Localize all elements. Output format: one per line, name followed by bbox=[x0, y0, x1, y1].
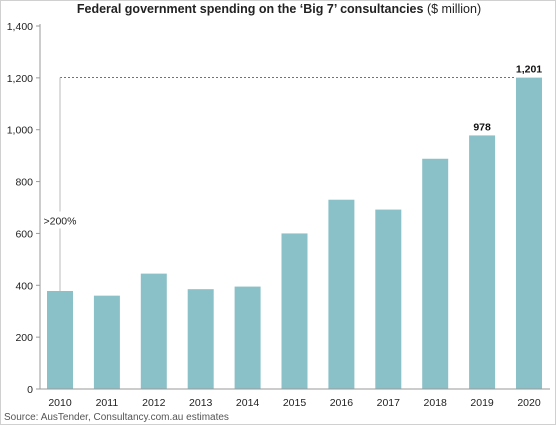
x-tick-label: 2018 bbox=[424, 397, 448, 409]
data-label-2020: 1,201 bbox=[516, 64, 542, 76]
chart-title-unit: ($ million) bbox=[426, 2, 482, 16]
bar-2016 bbox=[328, 199, 355, 389]
growth-annotation: >200% bbox=[42, 77, 516, 291]
y-tick-label: 600 bbox=[15, 228, 33, 240]
y-tick-label: 0 bbox=[27, 384, 33, 396]
y-tick-label: 1,400 bbox=[7, 21, 33, 33]
bar-2012 bbox=[140, 273, 167, 389]
chart-title: Federal government spending on the ‘Big … bbox=[0, 2, 558, 16]
y-tick-label: 400 bbox=[15, 280, 33, 292]
x-axis: 2010 2011 2012 2013 2014 2015 2016 2017 2018 2019… bbox=[40, 388, 550, 409]
bar-2011 bbox=[93, 295, 120, 389]
annotation-label: >200% bbox=[44, 215, 77, 227]
annotation-label-bg bbox=[42, 211, 78, 229]
x-tick-label: 2013 bbox=[189, 397, 213, 409]
bar-2019 bbox=[469, 135, 496, 389]
x-tick-label: 2015 bbox=[283, 397, 307, 409]
bar-2014 bbox=[234, 286, 261, 389]
x-tick-label: 2019 bbox=[470, 397, 494, 409]
x-tick-label: 2011 bbox=[96, 397, 119, 409]
y-axis: 0 200 400 600 800 1,000 1,200 1,400 bbox=[7, 21, 41, 396]
bar-2018 bbox=[422, 158, 449, 389]
data-label-2019: 978 bbox=[473, 121, 491, 133]
x-tick-label: 2014 bbox=[236, 397, 260, 409]
chart-source: Source: AusTender, Consultancy.com.au es… bbox=[4, 412, 229, 423]
bar-2015 bbox=[281, 233, 308, 389]
bar-2017 bbox=[375, 209, 402, 389]
y-tick-label: 1,200 bbox=[7, 73, 33, 85]
chart-title-main: Federal government spending on the ‘Big … bbox=[76, 2, 424, 16]
bar-2013 bbox=[187, 289, 214, 389]
x-tick-label: 2020 bbox=[517, 397, 541, 409]
y-tick-label: 200 bbox=[15, 332, 33, 344]
data-labels: 978 1,201 bbox=[473, 64, 542, 134]
x-tick-label: 2016 bbox=[330, 397, 354, 409]
y-tick-label: 1,000 bbox=[7, 125, 33, 137]
x-tick-label: 2017 bbox=[377, 397, 401, 409]
bars bbox=[47, 77, 542, 390]
x-tick-label: 2010 bbox=[48, 397, 72, 409]
y-tick-label: 800 bbox=[15, 177, 33, 189]
bar-2020 bbox=[516, 77, 542, 390]
x-tick-label: 2012 bbox=[142, 397, 166, 409]
bar-2010 bbox=[47, 290, 73, 389]
